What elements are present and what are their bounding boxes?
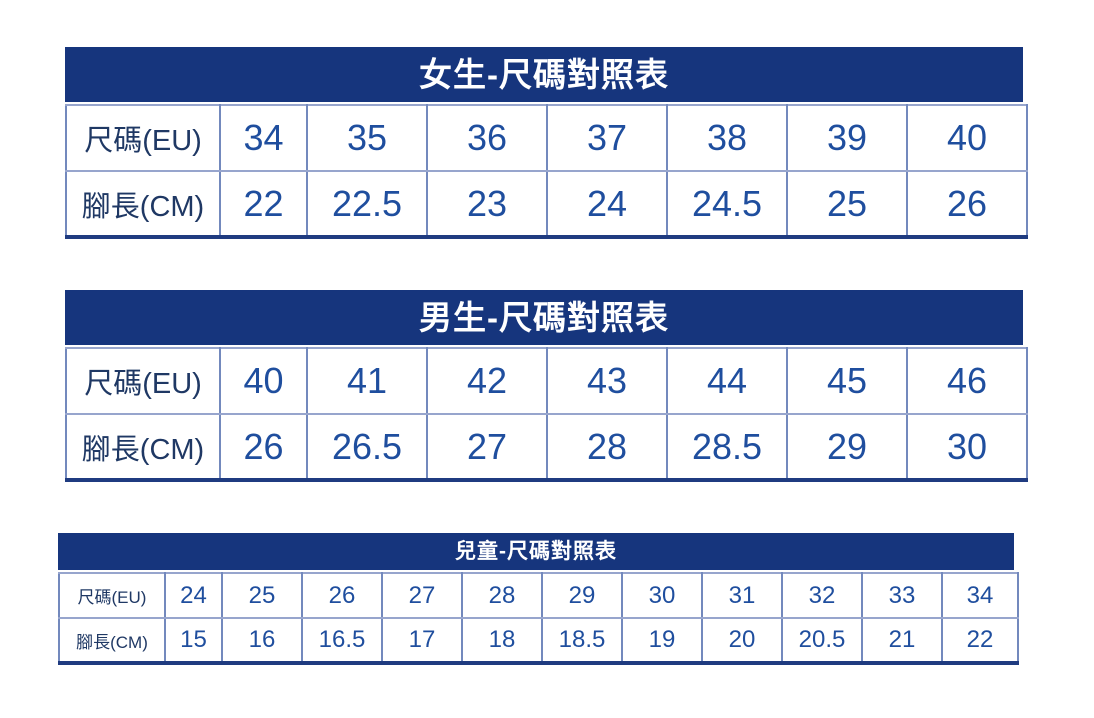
women-table-grid: 尺碼(EU) 34 35 36 37 38 39 40 腳長(CM) 22 22… xyxy=(65,104,1028,239)
length-cell: 20.5 xyxy=(781,617,863,664)
size-cell: 34 xyxy=(941,572,1019,619)
size-cell: 29 xyxy=(541,572,623,619)
size-cell: 28 xyxy=(461,572,543,619)
size-cell: 44 xyxy=(666,347,788,415)
size-cell: 46 xyxy=(906,347,1028,415)
children-table-grid: 尺碼(EU) 24 25 26 27 28 29 30 31 32 33 34 … xyxy=(58,572,1019,665)
size-cell: 27 xyxy=(381,572,463,619)
size-cell: 43 xyxy=(546,347,668,415)
women-size-table: 女生-尺碼對照表 尺碼(EU) 34 35 36 37 38 39 40 腳長(… xyxy=(65,47,1028,239)
size-cell: 40 xyxy=(906,104,1028,172)
length-cell: 16 xyxy=(221,617,303,664)
women-eu-row: 尺碼(EU) 34 35 36 37 38 39 40 xyxy=(65,104,1028,172)
length-cell: 21 xyxy=(861,617,943,664)
length-cell: 22 xyxy=(941,617,1019,664)
row-label-eu: 尺碼(EU) xyxy=(65,347,221,415)
length-cell: 18.5 xyxy=(541,617,623,664)
size-cell: 30 xyxy=(621,572,703,619)
length-cell: 17 xyxy=(381,617,463,664)
length-cell: 23 xyxy=(426,170,548,238)
length-cell: 26 xyxy=(906,170,1028,238)
row-label-eu: 尺碼(EU) xyxy=(65,104,221,172)
men-cm-row: 腳長(CM) 26 26.5 27 28 28.5 29 30 xyxy=(65,413,1028,481)
length-cell: 30 xyxy=(906,413,1028,481)
size-cell: 26 xyxy=(301,572,383,619)
size-cell: 35 xyxy=(306,104,428,172)
women-cm-row: 腳長(CM) 22 22.5 23 24 24.5 25 26 xyxy=(65,170,1028,238)
length-cell: 22.5 xyxy=(306,170,428,238)
row-label-cm: 腳長(CM) xyxy=(58,617,166,664)
length-cell: 15 xyxy=(164,617,223,664)
size-cell: 42 xyxy=(426,347,548,415)
size-cell: 40 xyxy=(219,347,308,415)
size-cell: 39 xyxy=(786,104,908,172)
length-cell: 25 xyxy=(786,170,908,238)
men-eu-row: 尺碼(EU) 40 41 42 43 44 45 46 xyxy=(65,347,1028,415)
size-cell: 25 xyxy=(221,572,303,619)
length-cell: 26.5 xyxy=(306,413,428,481)
size-cell: 41 xyxy=(306,347,428,415)
length-cell: 22 xyxy=(219,170,308,238)
size-cell: 32 xyxy=(781,572,863,619)
children-size-table: 兒童-尺碼對照表 尺碼(EU) 24 25 26 27 28 29 30 31 … xyxy=(58,533,1019,665)
men-table-grid: 尺碼(EU) 40 41 42 43 44 45 46 腳長(CM) 26 26… xyxy=(65,347,1028,482)
length-cell: 20 xyxy=(701,617,783,664)
size-cell: 36 xyxy=(426,104,548,172)
length-cell: 19 xyxy=(621,617,703,664)
size-cell: 45 xyxy=(786,347,908,415)
length-cell: 16.5 xyxy=(301,617,383,664)
row-label-cm: 腳長(CM) xyxy=(65,170,221,238)
length-cell: 24.5 xyxy=(666,170,788,238)
size-cell: 31 xyxy=(701,572,783,619)
row-label-cm: 腳長(CM) xyxy=(65,413,221,481)
men-size-table: 男生-尺碼對照表 尺碼(EU) 40 41 42 43 44 45 46 腳長(… xyxy=(65,290,1028,482)
length-cell: 24 xyxy=(546,170,668,238)
size-cell: 33 xyxy=(861,572,943,619)
children-table-title: 兒童-尺碼對照表 xyxy=(58,533,1014,570)
men-table-title: 男生-尺碼對照表 xyxy=(65,290,1023,345)
size-cell: 34 xyxy=(219,104,308,172)
length-cell: 29 xyxy=(786,413,908,481)
children-eu-row: 尺碼(EU) 24 25 26 27 28 29 30 31 32 33 34 xyxy=(58,572,1019,619)
length-cell: 28 xyxy=(546,413,668,481)
length-cell: 28.5 xyxy=(666,413,788,481)
size-cell: 24 xyxy=(164,572,223,619)
size-cell: 37 xyxy=(546,104,668,172)
row-label-eu: 尺碼(EU) xyxy=(58,572,166,619)
length-cell: 18 xyxy=(461,617,543,664)
size-cell: 38 xyxy=(666,104,788,172)
women-table-title: 女生-尺碼對照表 xyxy=(65,47,1023,102)
children-cm-row: 腳長(CM) 15 16 16.5 17 18 18.5 19 20 20.5 … xyxy=(58,617,1019,664)
length-cell: 27 xyxy=(426,413,548,481)
length-cell: 26 xyxy=(219,413,308,481)
